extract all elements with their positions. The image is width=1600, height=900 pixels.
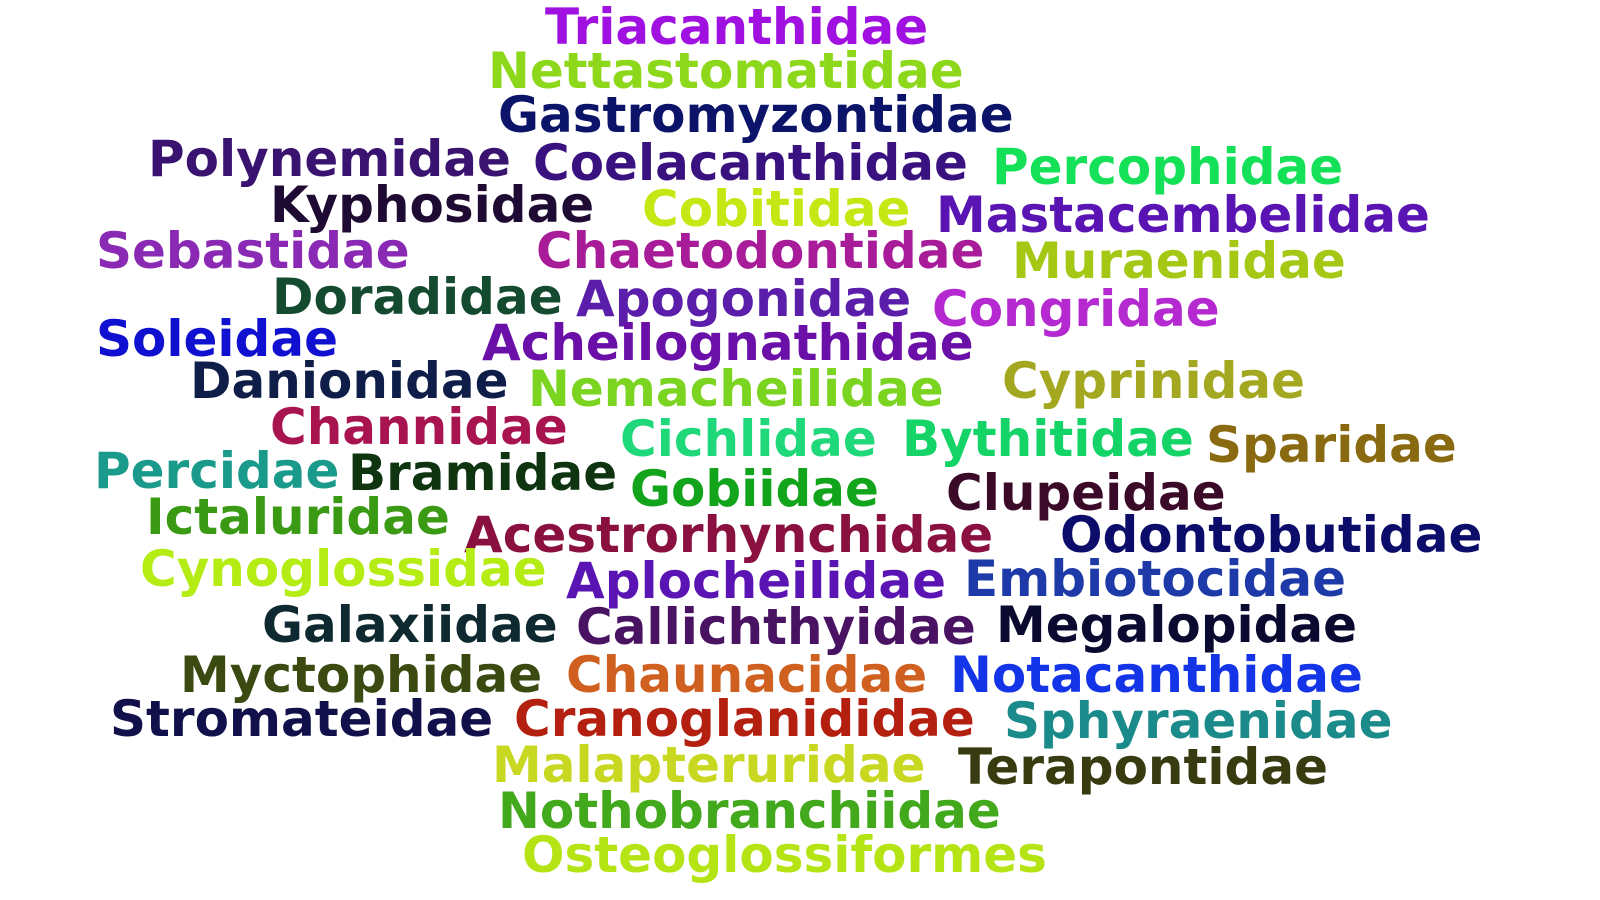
word-cobitidae: Cobitidae [642,180,911,238]
word-terapontidae: Terapontidae [958,738,1328,796]
word-chaetodontidae: Chaetodontidae [536,222,985,280]
word-acestrorhynchidae: Acestrorhynchidae [464,506,994,564]
word-nothobranchiidae: Nothobranchiidae [498,782,1001,840]
word-embiotocidae: Embiotocidae [964,550,1347,608]
word-megalopidae: Megalopidae [996,596,1358,654]
word-gobiidae: Gobiidae [630,460,879,518]
word-odontobutidae: Odontobutidae [1060,506,1483,564]
word-myctophidae: Myctophidae [180,646,543,704]
word-ictaluridae: Ictaluridae [146,488,450,546]
word-channidae: Channidae [270,398,568,456]
word-cynoglossidae: Cynoglossidae [140,540,547,598]
word-malapteruridae: Malapteruridae [492,736,926,794]
word-aplocheilidae: Aplocheilidae [566,552,946,610]
word-nettastomatidae: Nettastomatidae [488,42,964,100]
word-percidae: Percidae [94,442,340,500]
word-congridae: Congridae [932,280,1220,338]
word-galaxiidae: Galaxiidae [262,596,558,654]
word-nemacheilidae: Nemacheilidae [528,360,944,418]
word-danionidae: Danionidae [190,352,509,410]
word-triacanthidae: Triacanthidae [545,0,929,56]
word-sparidae: Sparidae [1206,416,1457,474]
word-cyprinidae: Cyprinidae [1002,352,1306,410]
word-acheilognathidae: Acheilognathidae [482,314,974,372]
word-doradidae: Doradidae [272,268,563,326]
word-chaunacidae: Chaunacidae [566,646,928,704]
word-soleidae: Soleidae [96,310,338,368]
word-bythitidae: Bythitidae [902,410,1194,468]
word-notacanthidae: Notacanthidae [950,646,1363,704]
word-percophidae: Percophidae [992,138,1344,196]
word-muraenidae: Muraenidae [1012,232,1346,290]
word-kyphosidae: Kyphosidae [270,176,595,234]
word-callichthyidae: Callichthyidae [576,598,976,656]
word-coelacanthidae: Coelacanthidae [533,134,968,192]
word-sebastidae: Sebastidae [96,222,410,280]
word-apogonidae: Apogonidae [576,270,912,328]
word-osteoglossiformes: Osteoglossiformes [522,826,1047,884]
word-mastacembelidae: Mastacembelidae [936,186,1430,244]
word-stromateidae: Stromateidae [110,690,494,748]
word-clupeidae: Clupeidae [946,464,1226,522]
word-polynemidae: Polynemidae [148,130,511,188]
word-sphyraenidae: Sphyraenidae [1004,692,1393,750]
word-bramidae: Bramidae [348,444,618,502]
word-cranoglanididae: Cranoglanididae [514,690,975,748]
word-gastromyzontidae: Gastromyzontidae [498,86,1014,144]
word-cichlidae: Cichlidae [620,410,877,468]
